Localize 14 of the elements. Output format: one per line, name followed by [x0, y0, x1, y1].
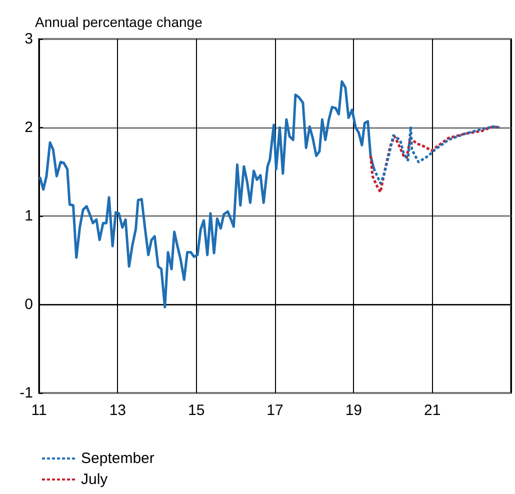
- legend-label: September: [81, 450, 154, 467]
- x-tick-label: 15: [188, 402, 205, 419]
- y-tick-label: 1: [24, 208, 33, 224]
- y-tick-label: 0: [24, 296, 33, 313]
- legend-label: July: [81, 471, 108, 488]
- y-tick-label: 2: [24, 119, 33, 136]
- y-tick-label: 3: [24, 30, 33, 48]
- y-tick-label: -1: [20, 384, 33, 402]
- x-tick-label: 17: [266, 402, 284, 419]
- x-tick-label: 21: [424, 402, 441, 419]
- x-tick-label: 11: [31, 402, 47, 419]
- x-tick-label: 19: [345, 402, 362, 419]
- x-tick-label: 13: [109, 402, 126, 419]
- y-axis-title: Annual percentage change: [35, 14, 203, 30]
